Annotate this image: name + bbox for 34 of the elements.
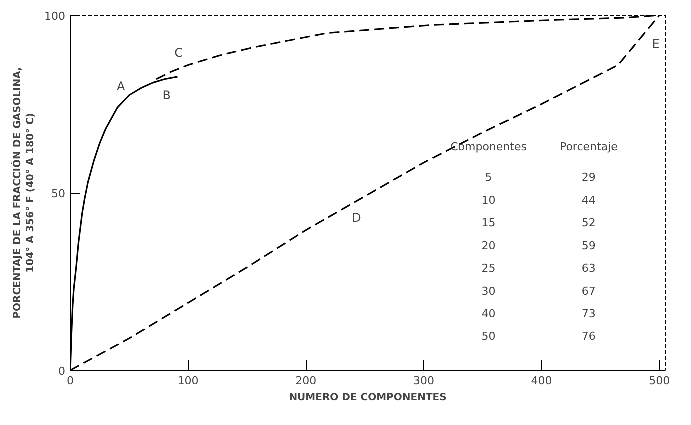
annotation: 5 bbox=[485, 171, 492, 184]
y-tick-label: 0 bbox=[58, 365, 66, 378]
annotation: B bbox=[162, 88, 172, 102]
annotation: 29 bbox=[582, 171, 596, 184]
x-tick-label: 400 bbox=[531, 374, 552, 388]
annotation: A bbox=[116, 80, 126, 94]
x-tick-label: 0 bbox=[67, 374, 74, 388]
x-axis-title: NUMERO DE COMPONENTES bbox=[289, 392, 447, 404]
y-tick-label: 100 bbox=[44, 10, 66, 23]
annotation: 52 bbox=[582, 216, 596, 230]
x-tick-label: 100 bbox=[178, 374, 199, 388]
annotation: 73 bbox=[582, 307, 596, 320]
annotation: 67 bbox=[582, 284, 596, 298]
annotation: 40 bbox=[482, 307, 496, 320]
x-tick-label: 300 bbox=[413, 374, 434, 388]
annotation: Porcentaje bbox=[560, 140, 618, 154]
annotation: 20 bbox=[482, 239, 496, 252]
annotation: 15 bbox=[482, 216, 496, 230]
y-tick-label: 50 bbox=[52, 188, 66, 200]
annotation: 59 bbox=[582, 239, 596, 252]
annotation: 30 bbox=[482, 284, 496, 298]
annotation: 63 bbox=[582, 262, 596, 276]
x-tick-label: 500 bbox=[649, 374, 670, 388]
annotation: 25 bbox=[482, 262, 496, 276]
x-tick-label: 200 bbox=[296, 374, 317, 388]
annotation: 44 bbox=[582, 194, 596, 207]
annotation: 50 bbox=[482, 330, 496, 344]
annotation: C bbox=[174, 46, 183, 60]
annotation: D bbox=[352, 210, 362, 225]
y-axis-title: PORCENTAJE DE LA FRACCIÓN DE GASOLINA, 104° A 356° F (40° A 180° C) bbox=[10, 67, 37, 319]
annotation: 76 bbox=[582, 330, 596, 344]
annotation: Componentes bbox=[450, 140, 528, 154]
annotation: E bbox=[652, 36, 660, 51]
annotation: 10 bbox=[482, 194, 496, 207]
